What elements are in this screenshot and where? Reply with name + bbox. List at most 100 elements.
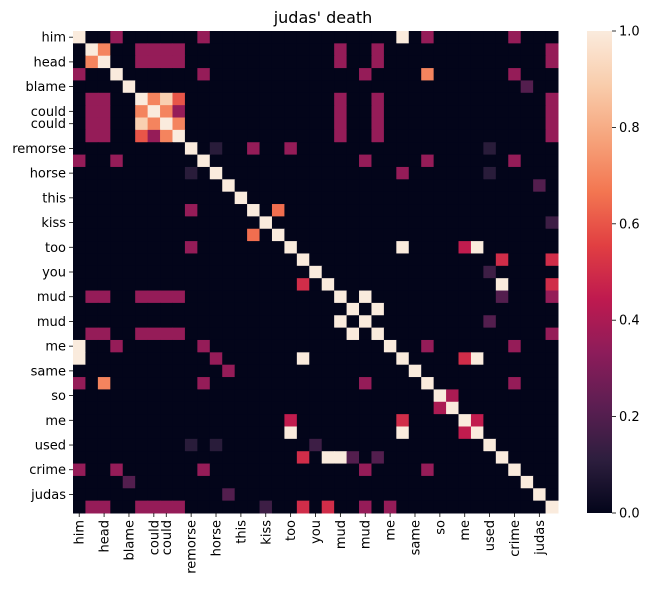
heatmap-cell [284,154,298,168]
heatmap-cell [408,204,422,217]
heatmap-cell [284,228,298,242]
heatmap-cell [284,302,298,316]
heatmap-cell [284,315,298,329]
heatmap-cell [533,302,547,316]
heatmap-cell [359,80,372,94]
heatmap-cell [296,500,310,514]
heatmap-cell [209,216,223,230]
heatmap-cell [222,142,236,156]
heatmap-cell [147,179,161,193]
heatmap-cell [408,80,422,94]
heatmap-cell [247,488,261,502]
heatmap-cell [122,216,136,230]
heatmap-cell [110,253,124,267]
heatmap-cell [122,500,136,514]
heatmap-cell [73,241,86,254]
heatmap-cell [97,389,111,403]
colorbar-tick-label: 0.8 [619,121,640,136]
heatmap-cell [184,339,198,353]
heatmap-cell [383,142,397,156]
heatmap-cell [135,290,149,304]
heatmap-cell [271,352,285,366]
heatmap-cell [209,117,223,131]
heatmap-cell [309,241,323,254]
heatmap-cell [446,216,460,230]
heatmap-cell [470,364,484,378]
heatmap-cell [334,105,348,119]
heatmap-cell [309,31,323,44]
x-tick-label: remorse [185,520,200,574]
heatmap-cell [147,327,161,341]
heatmap-cell [359,117,372,131]
heatmap-cell [371,179,385,193]
heatmap-cell [172,278,186,292]
heatmap-cell [396,228,410,242]
heatmap-cell [209,414,223,427]
heatmap-cell [408,166,422,180]
heatmap-cell [234,475,248,489]
heatmap-cell [234,117,248,131]
heatmap-cell [110,488,124,502]
heatmap-cell [321,191,335,205]
heatmap-cell [234,339,248,353]
heatmap-cell [209,426,223,440]
heatmap-cell [284,401,298,415]
heatmap-cell [110,463,124,477]
heatmap-cell [359,142,372,156]
y-tick-label: him [41,31,66,46]
heatmap-cell [309,377,323,390]
heatmap-cell [73,426,86,440]
heatmap-cell [421,315,435,329]
heatmap-cell [122,352,136,366]
heatmap-cell [197,92,211,106]
heatmap-cell [122,426,136,440]
colorbar-tick-label: 0.0 [619,507,640,522]
heatmap-cell [483,265,497,279]
heatmap-cell [172,352,186,366]
heatmap-cell [396,290,410,304]
heatmap-cell [172,327,186,341]
heatmap-cell [247,142,261,156]
heatmap-cell [234,68,248,81]
heatmap-cell [110,364,124,378]
heatmap-cell [222,216,236,230]
heatmap-cell [222,43,236,57]
heatmap-cell [408,43,422,57]
heatmap-cell [135,92,149,106]
heatmap-cell [334,438,348,452]
heatmap-cell [508,117,522,131]
heatmap-cell [296,253,310,267]
heatmap-cell [122,327,136,341]
heatmap-cell [147,117,161,131]
heatmap-cell [433,278,447,292]
heatmap-cell [458,92,472,106]
heatmap-cell [446,105,460,119]
heatmap-cell [371,129,385,143]
heatmap-cell [408,105,422,119]
heatmap-cell [97,179,111,193]
heatmap-cell [508,228,522,242]
heatmap-cell [458,204,472,217]
heatmap-cell [147,278,161,292]
heatmap-cell [508,438,522,452]
x-tick-label: head [98,520,113,552]
heatmap-cell [508,241,522,254]
heatmap-cell [197,401,211,415]
heatmap-cell [97,105,111,119]
heatmap-cell [97,117,111,131]
heatmap-cell [545,142,559,156]
heatmap-cell [520,414,534,427]
heatmap-cell [296,352,310,366]
heatmap-cell [135,327,149,341]
heatmap-cell [545,265,559,279]
heatmap-cell [284,290,298,304]
heatmap-cell [458,426,472,440]
heatmap-cell [97,352,111,366]
heatmap-cell [508,191,522,205]
heatmap-cell [85,166,99,180]
heatmap-cell [359,377,372,390]
heatmap-cell [346,426,360,440]
heatmap-cell [209,364,223,378]
heatmap-cell [520,364,534,378]
heatmap-cell [110,117,124,131]
